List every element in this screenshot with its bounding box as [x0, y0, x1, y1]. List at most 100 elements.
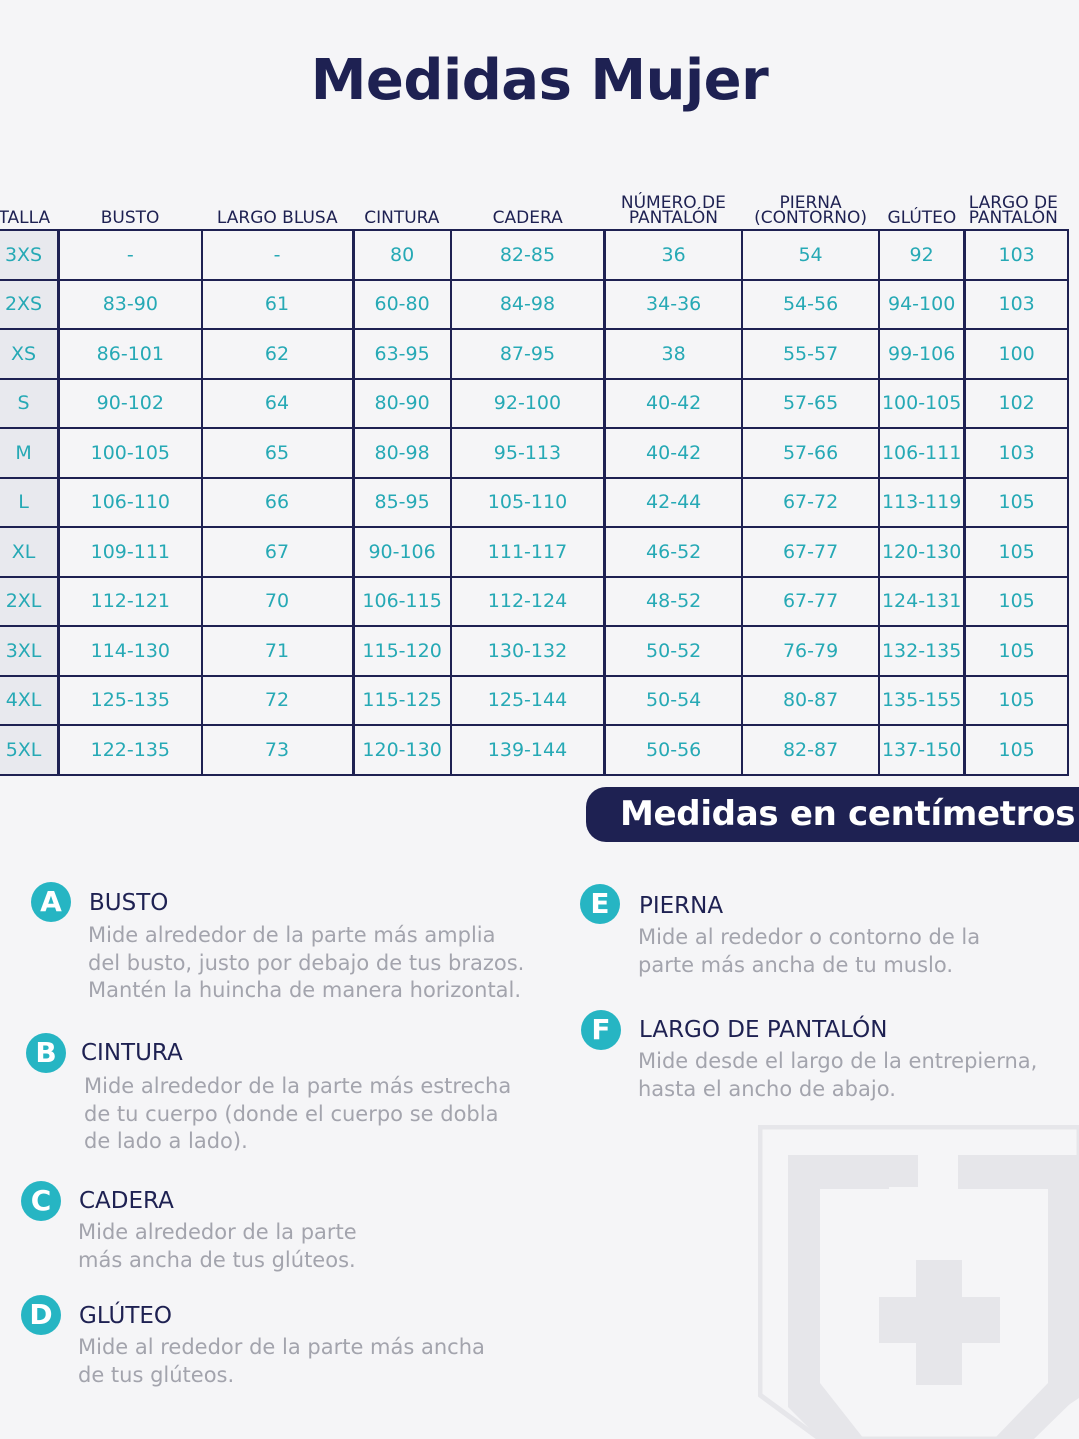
table-cell-largo-blusa: 70	[201, 575, 355, 626]
table-cell-busto: 106-110	[58, 476, 203, 527]
table-cell-gluteo: 99-106	[879, 328, 967, 379]
header-largo-blusa: LARGO BLUSA	[216, 208, 338, 228]
table-cell-talla: 3XL	[0, 625, 61, 676]
guide-desc-busto: Mide alrededor de la parte más amplia de…	[88, 923, 525, 1002]
guide-title-cadera: CADERA	[79, 1188, 174, 1214]
table-cell-pierna: 57-66	[742, 427, 881, 478]
table-row: 2XL 112-121 70 106-115 112-124 48-52 67-77 124-…	[0, 575, 1070, 626]
table-cell-pierna: 55-57	[742, 328, 881, 379]
letter-d-icon: D	[21, 1295, 61, 1335]
table-cell-pierna: 54-56	[742, 278, 881, 329]
table-cell-largo-pantalon: 105	[964, 724, 1070, 776]
table-cell-cintura: 115-120	[353, 625, 452, 676]
table-cell-talla: S	[0, 377, 61, 428]
table-row: XL 109-111 67 90-106 111-117 46-52 67-77 120-13…	[0, 526, 1070, 577]
table-cell-largo-pantalon: 105	[964, 674, 1070, 725]
guide-title-pierna: PIERNA	[639, 893, 724, 919]
table-cell-busto: 109-111	[58, 526, 203, 577]
table-cell-talla: 4XL	[0, 674, 61, 725]
table-cell-pierna: 76-79	[742, 625, 881, 676]
table-cell-cadera: 82-85	[450, 229, 607, 280]
table-cell-numero-pantalon: 50-56	[604, 724, 744, 776]
table-cell-largo-pantalon: 100	[964, 328, 1070, 379]
guide-desc-largo-pantalon: Mide desde el largo de la entrepierna, h…	[638, 1049, 1038, 1101]
page-title: Medidas Mujer	[310, 48, 769, 113]
table-cell-busto: 100-105	[58, 427, 203, 478]
table-cell-cintura: 63-95	[353, 328, 452, 379]
table-cell-cintura: 80-98	[353, 427, 452, 478]
table-cell-largo-blusa: 61	[201, 278, 355, 329]
header-cadera: CADERA	[492, 208, 563, 228]
table-cell-cadera: 111-117	[450, 526, 607, 577]
table-cell-talla: 2XS	[0, 278, 61, 329]
table-cell-numero-pantalon: 36	[604, 229, 744, 280]
header-busto: BUSTO	[100, 208, 160, 228]
table-cell-largo-pantalon: 105	[964, 476, 1070, 527]
table-cell-numero-pantalon: 40-42	[604, 427, 744, 478]
table-cell-largo-pantalon: 103	[964, 278, 1070, 329]
table-cell-largo-pantalon: 105	[964, 575, 1070, 626]
table-cell-busto: 90-102	[58, 377, 203, 428]
table-cell-cadera: 112-124	[450, 575, 607, 626]
table-cell-numero-pantalon: 50-54	[604, 674, 744, 725]
table-cell-largo-pantalon: 105	[964, 625, 1070, 676]
guide-title-cintura: CINTURA	[81, 1040, 183, 1066]
table-cell-busto: 86-101	[58, 328, 203, 379]
header-talla: TALLA	[0, 208, 51, 228]
table-cell-talla: 5XL	[0, 724, 61, 776]
letter-f-icon: F	[581, 1010, 621, 1050]
table-cell-largo-blusa: 65	[201, 427, 355, 478]
table-cell-pierna: 67-72	[742, 476, 881, 527]
table-cell-largo-blusa: 67	[201, 526, 355, 577]
table-header-row: TALLA BUSTO LARGO BLUSA CINTURA CADERA N…	[0, 188, 1068, 230]
table-cell-cintura: 120-130	[353, 724, 452, 776]
table-cell-pierna: 80-87	[742, 674, 881, 725]
table-cell-cadera: 95-113	[450, 427, 607, 478]
letter-c-icon: C	[21, 1181, 61, 1221]
table-cell-gluteo: 135-155	[879, 674, 967, 725]
table-cell-talla: XL	[0, 526, 61, 577]
table-cell-cadera: 105-110	[450, 476, 607, 527]
table-cell-busto: 125-135	[58, 674, 203, 725]
table-cell-numero-pantalon: 34-36	[604, 278, 744, 329]
table-cell-gluteo: 92	[879, 229, 967, 280]
letter-e-icon: E	[580, 884, 620, 924]
table-cell-numero-pantalon: 38	[604, 328, 744, 379]
table-cell-pierna: 67-77	[742, 575, 881, 626]
table-cell-cadera: 92-100	[450, 377, 607, 428]
table-cell-pierna: 67-77	[742, 526, 881, 577]
header-pierna: PIERNA (CONTORNO)	[754, 193, 868, 228]
table-cell-cadera: 125-144	[450, 674, 607, 725]
table-cell-busto: 83-90	[58, 278, 203, 329]
table-cell-gluteo: 106-111	[879, 427, 967, 478]
table-cell-largo-blusa: 66	[201, 476, 355, 527]
table-row: 2XS 83-90 61 60-80 84-98 34-36 54-56 94-100 103	[0, 278, 1070, 329]
table-cell-largo-pantalon: 103	[964, 229, 1070, 280]
table-cell-pierna: 54	[742, 229, 881, 280]
table-cell-cintura: 80-90	[353, 377, 452, 428]
table-cell-cintura: 115-125	[353, 674, 452, 725]
table-cell-numero-pantalon: 50-52	[604, 625, 744, 676]
header-largo-pantalon: LARGO DE PANTALÓN	[968, 193, 1058, 228]
table-cell-cintura: 80	[353, 229, 452, 280]
table-cell-talla: 2XL	[0, 575, 61, 626]
table-cell-talla: L	[0, 476, 61, 527]
header-gluteo: GLÚTEO	[887, 208, 957, 228]
guide-desc-pierna: Mide al rededor o contorno de la parte m…	[638, 925, 981, 977]
table-cell-largo-blusa: 64	[201, 377, 355, 428]
guide-title-busto: BUSTO	[89, 890, 169, 916]
header-numero-pantalon: NÚMERO DE PANTALÓN	[620, 193, 726, 228]
table-cell-cadera: 87-95	[450, 328, 607, 379]
table-cell-numero-pantalon: 46-52	[604, 526, 744, 577]
guide-desc-cadera: Mide alrededor de la parte más ancha de …	[78, 1220, 357, 1272]
table-cell-gluteo: 132-135	[879, 625, 967, 676]
table-row: 4XL 125-135 72 115-125 125-144 50-54 80-87 135-…	[0, 674, 1070, 725]
shield-cross-logo-icon	[758, 1125, 1079, 1439]
table-cell-cadera: 139-144	[450, 724, 607, 776]
table-row: 5XL 122-135 73 120-130 139-144 50-56 82-87 137-…	[0, 724, 1070, 776]
table-cell-talla: XS	[0, 328, 61, 379]
table-cell-busto: -	[58, 229, 203, 280]
table-cell-busto: 112-121	[58, 575, 203, 626]
table-row: 3XS - -80 82-85 36 54 92 103	[0, 229, 1070, 280]
units-badge: Medidas en centímetros	[586, 787, 1079, 842]
